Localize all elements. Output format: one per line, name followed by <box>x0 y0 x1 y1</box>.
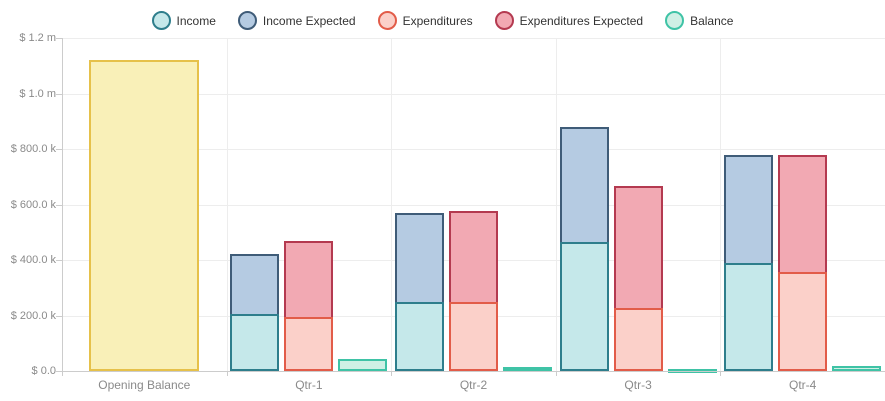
x-axis-line <box>62 371 885 372</box>
bar-income-expected-qtr-3[interactable] <box>559 126 609 242</box>
legend-item-expenditures-expected[interactable]: Expenditures Expected <box>494 11 644 30</box>
x-axis-label: Qtr-1 <box>295 378 323 392</box>
bar-expenditures-expected-qtr-1[interactable] <box>284 240 334 317</box>
x-axis-label: Qtr-4 <box>789 378 817 392</box>
legend-label: Expenditures <box>402 13 473 28</box>
y-axis-label: $ 0.0 <box>31 365 56 377</box>
bar-expenditures-qtr-3[interactable] <box>613 307 663 371</box>
bar-expenditures-qtr-2[interactable] <box>449 301 498 371</box>
v-gridline <box>720 38 721 371</box>
x-axis-label: Qtr-2 <box>459 378 488 392</box>
y-tick-mark <box>56 371 62 372</box>
legend-marker-icon <box>151 11 171 30</box>
bar-expenditures-expected-qtr-2[interactable] <box>449 211 498 302</box>
y-tick-mark <box>56 149 62 150</box>
bar-expenditures-expected-qtr-3[interactable] <box>613 186 663 308</box>
x-axis-label: Opening Balance <box>98 378 191 392</box>
y-tick-mark <box>56 38 62 39</box>
h-gridline <box>62 149 885 150</box>
x-tick-mark <box>62 371 63 376</box>
h-gridline <box>62 38 885 39</box>
v-gridline <box>556 38 557 371</box>
bar-income-qtr-2[interactable] <box>395 301 444 371</box>
x-tick-mark <box>556 371 557 376</box>
bar-balance-qtr-2[interactable] <box>503 367 552 372</box>
x-tick-mark <box>391 371 392 376</box>
legend-marker-icon <box>377 11 397 30</box>
h-gridline <box>62 94 885 95</box>
legend-item-expenditures[interactable]: Expenditures <box>377 11 473 30</box>
bar-income-qtr-3[interactable] <box>559 241 609 371</box>
bar-income-expected-qtr-4[interactable] <box>724 154 774 263</box>
legend-label: Balance <box>690 13 734 28</box>
legend-label: Income Expected <box>262 13 356 28</box>
y-axis-label: $ 1.2 m <box>19 32 56 44</box>
y-axis-label: $ 200.0 k <box>10 310 56 322</box>
y-axis-label: $ 1.0 m <box>19 88 56 100</box>
bar-opening-balance[interactable] <box>89 60 200 371</box>
bar-income-expected-qtr-2[interactable] <box>395 212 444 302</box>
bar-expenditures-expected-qtr-4[interactable] <box>778 154 828 272</box>
legend-label: Expenditures Expected <box>519 13 644 28</box>
bar-income-expected-qtr-1[interactable] <box>230 254 280 315</box>
y-tick-mark <box>56 316 62 317</box>
legend-item-balance[interactable]: Balance <box>665 11 733 30</box>
x-tick-mark <box>227 371 228 376</box>
legend-label: Income <box>176 13 216 28</box>
chart-legend: Income Income Expected Expenditures Expendi… <box>0 11 885 30</box>
bar-income-qtr-4[interactable] <box>724 262 774 371</box>
legend-marker-icon <box>494 11 514 30</box>
bar-expenditures-qtr-1[interactable] <box>284 316 334 371</box>
bar-expenditures-qtr-4[interactable] <box>778 271 828 371</box>
v-gridline <box>227 38 228 371</box>
legend-marker-icon <box>237 11 257 30</box>
bar-income-qtr-1[interactable] <box>230 314 280 371</box>
y-axis-label: $ 600.0 k <box>10 199 56 211</box>
legend-item-income-expected[interactable]: Income Expected <box>237 11 356 30</box>
legend-marker-icon <box>665 11 685 30</box>
x-tick-mark <box>720 371 721 376</box>
bar-balance-qtr-4[interactable] <box>832 366 882 371</box>
x-axis-label: Qtr-3 <box>624 378 652 392</box>
y-axis-label: $ 800.0 k <box>10 143 56 155</box>
y-tick-mark <box>56 260 62 261</box>
v-gridline <box>391 38 392 371</box>
y-axis-label: $ 400.0 k <box>10 254 56 266</box>
h-gridline <box>62 205 885 206</box>
y-tick-mark <box>56 205 62 206</box>
legend-item-income[interactable]: Income <box>151 11 216 30</box>
y-tick-mark <box>56 94 62 95</box>
y-axis-line <box>62 38 63 371</box>
bar-balance-qtr-1[interactable] <box>338 358 388 371</box>
